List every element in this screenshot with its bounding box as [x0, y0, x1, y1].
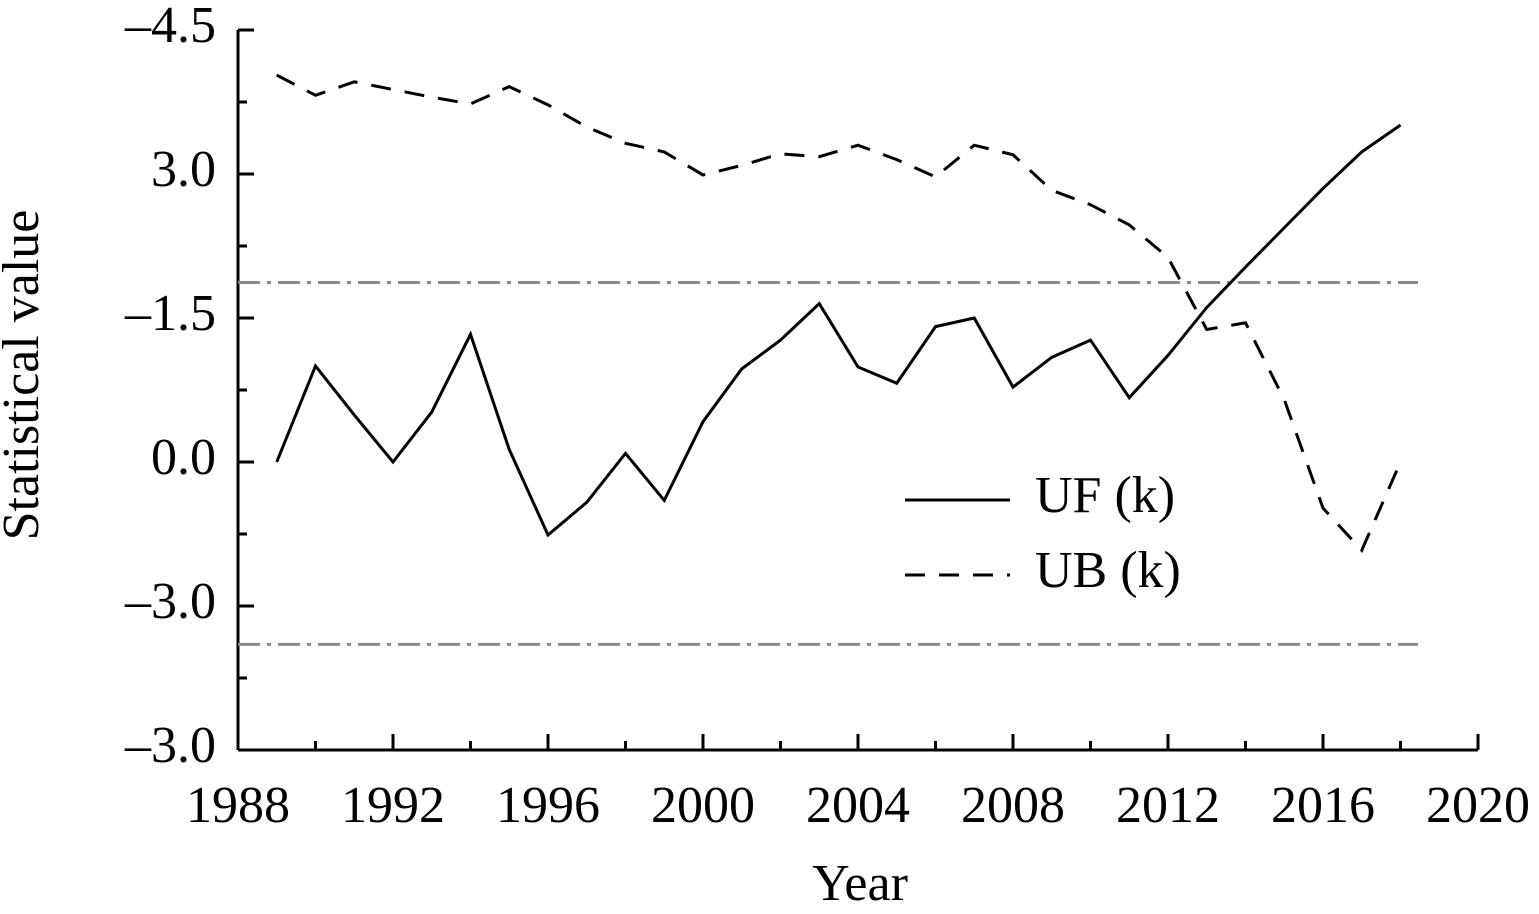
series-line: [275, 123, 1402, 538]
legend-label: UF (k): [1035, 467, 1175, 524]
x-tick-label: 2000: [651, 777, 755, 834]
x-tick-label: 1992: [341, 777, 445, 834]
x-tick-label: 2020: [1426, 777, 1530, 834]
y-tick-label: 0.0: [151, 429, 216, 486]
y-axis-label: Statistical value: [0, 210, 50, 541]
series-line: [276, 73, 1402, 554]
y-tick-label: –4.5: [124, 0, 216, 54]
x-tick-label: 2016: [1271, 777, 1375, 834]
x-tick-label: 1996: [496, 777, 600, 834]
x-axis-label: Year: [812, 855, 908, 912]
x-tick-label: 2012: [1116, 777, 1220, 834]
y-tick-label: 3.0: [151, 141, 216, 198]
y-tick-label: –3.0: [124, 573, 216, 630]
legend-label: UB (k): [1035, 542, 1181, 599]
x-tick-label: 2004: [806, 777, 910, 834]
x-tick-label: 2008: [961, 777, 1065, 834]
y-tick-label: –3.0: [124, 717, 216, 774]
x-tick-label: 1988: [186, 777, 290, 834]
y-tick-label: –1.5: [124, 285, 216, 342]
